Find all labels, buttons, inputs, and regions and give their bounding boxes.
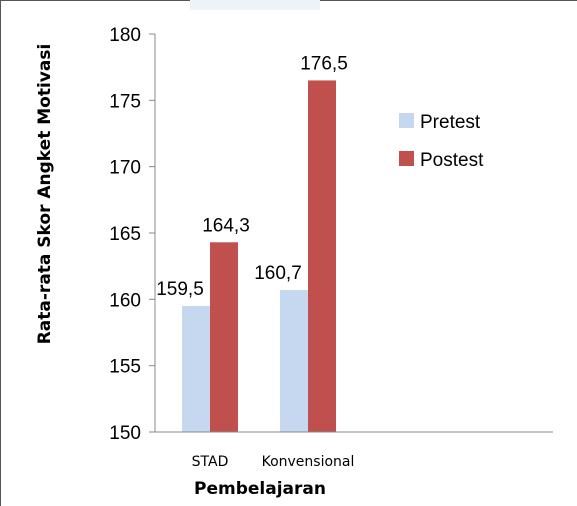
y-axis-title: Rata-rata Skor Angket Motivasi [35, 44, 55, 345]
watermark-strip [190, 0, 320, 10]
bar-pretest-stad [182, 305, 210, 432]
bars [182, 80, 336, 432]
y-tick-label: 165 [109, 224, 141, 245]
legend-swatch-postest [399, 151, 414, 166]
data-label: 159,5 [156, 279, 204, 300]
bar-pretest-konvensional [280, 290, 308, 432]
y-axis-ticks: 150 155 160 165 170 175 180 [109, 25, 155, 444]
y-tick-label: 175 [109, 91, 141, 112]
y-tick-label: 160 [109, 290, 141, 311]
legend: Pretest Postest [399, 112, 484, 171]
legend-label-postest: Postest [420, 150, 484, 171]
x-category-label: Konvensional [262, 454, 355, 470]
bar-postest-stad [210, 242, 238, 432]
x-category-label: STAD [192, 454, 229, 470]
x-axis-title: Pembelajaran [194, 479, 326, 499]
bar-postest-konvensional [308, 80, 336, 432]
legend-label-pretest: Pretest [420, 112, 481, 133]
y-tick-label: 170 [109, 158, 141, 179]
y-tick-label: 180 [109, 25, 141, 46]
category-labels: STAD Konvensional [192, 454, 355, 470]
legend-swatch-pretest [399, 113, 414, 128]
data-label: 160,7 [254, 263, 302, 284]
data-label: 176,5 [300, 53, 348, 74]
y-tick-label: 155 [109, 357, 141, 378]
data-label: 164,3 [202, 215, 250, 236]
y-tick-label: 150 [109, 423, 141, 444]
data-labels: 159,5 164,3 160,7 176,5 [156, 53, 348, 300]
